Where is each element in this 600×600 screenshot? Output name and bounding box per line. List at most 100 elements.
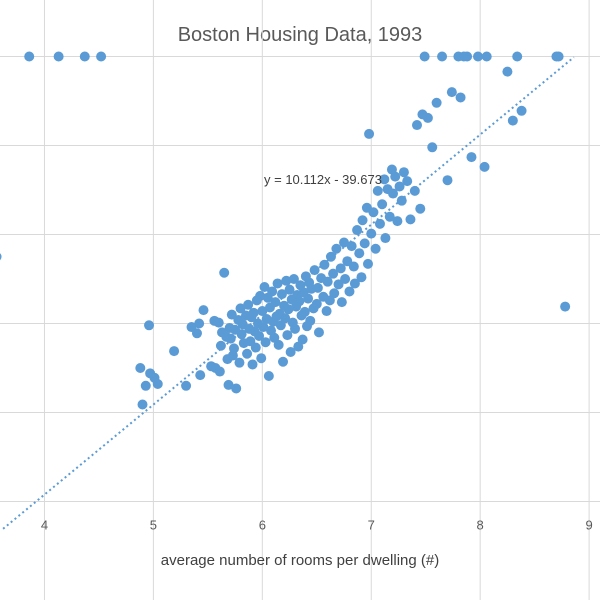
data-point: [405, 214, 416, 225]
data-point: [415, 203, 426, 214]
x-tick-label: 7: [368, 518, 375, 533]
data-point: [242, 348, 253, 359]
trendline-path: [2, 56, 575, 530]
data-point: [392, 216, 403, 227]
data-point: [284, 284, 295, 295]
data-point: [273, 339, 284, 350]
x-axis-ticks: 4 5 6 7 8 9: [41, 518, 593, 533]
data-point: [294, 296, 305, 307]
data-point: [181, 380, 192, 391]
data-point: [364, 128, 375, 139]
x-tick-label: 9: [585, 518, 592, 533]
data-point: [560, 301, 571, 312]
data-point: [374, 218, 385, 229]
data-point: [281, 275, 292, 286]
data-point: [270, 297, 281, 308]
data-point: [368, 207, 379, 218]
data-point: [328, 268, 339, 279]
data-point: [263, 371, 274, 382]
data-point: [335, 263, 346, 274]
data-point: [282, 330, 293, 341]
data-point: [380, 233, 391, 244]
data-point: [24, 51, 35, 62]
data-point: [394, 181, 405, 192]
data-point: [344, 286, 355, 297]
data-point: [169, 346, 180, 357]
data-point: [427, 142, 438, 153]
data-point: [479, 161, 490, 172]
data-point: [412, 120, 422, 131]
data-point: [329, 288, 340, 299]
data-point: [214, 366, 225, 377]
data-point: [152, 379, 163, 390]
data-point: [359, 238, 370, 249]
data-point: [231, 383, 242, 394]
data-point: [297, 334, 308, 345]
data-point: [507, 115, 518, 126]
data-point: [303, 293, 314, 304]
data-point: [370, 243, 381, 254]
data-point: [260, 337, 271, 348]
data-point: [219, 267, 230, 278]
data-point: [144, 320, 155, 331]
data-point: [215, 340, 226, 351]
data-point: [348, 261, 359, 272]
data-point: [96, 51, 107, 62]
data-point: [419, 51, 430, 62]
data-point: [250, 342, 261, 353]
data-point: [278, 356, 289, 367]
data-point: [502, 66, 513, 77]
data-point: [352, 225, 363, 236]
data-point: [135, 363, 146, 373]
trendline: [2, 56, 575, 530]
data-point: [437, 51, 448, 62]
data-point: [288, 274, 299, 284]
data-point: [53, 51, 64, 62]
data-point: [223, 379, 234, 390]
data-point: [322, 276, 333, 287]
data-point: [366, 228, 377, 239]
data-point: [305, 315, 316, 326]
data-point: [321, 306, 332, 317]
data-point: [409, 185, 420, 196]
data-point: [272, 278, 283, 289]
data-point: [137, 399, 148, 410]
data-point: [481, 51, 492, 62]
data-point: [276, 289, 287, 300]
data-point: [398, 167, 409, 178]
data-point: [442, 175, 453, 186]
data-point: [516, 105, 527, 116]
data-point: [290, 323, 300, 334]
data-points: [0, 51, 571, 410]
data-point: [553, 51, 564, 62]
data-point: [388, 188, 399, 199]
data-point: [473, 51, 483, 62]
data-point: [431, 97, 442, 108]
data-point: [283, 304, 294, 315]
data-point: [258, 322, 269, 333]
data-point: [194, 318, 205, 329]
data-point: [259, 282, 270, 293]
data-point: [312, 282, 323, 293]
data-point: [455, 92, 466, 103]
data-point: [0, 253, 2, 261]
data-point: [140, 380, 151, 391]
data-point: [357, 215, 368, 226]
data-point: [512, 51, 523, 62]
x-tick-label: 4: [41, 518, 48, 533]
data-point: [198, 305, 209, 316]
data-point: [356, 272, 367, 283]
data-point: [257, 306, 268, 317]
x-tick-label: 6: [259, 518, 266, 533]
data-point: [466, 152, 477, 163]
data-point: [267, 286, 278, 297]
data-point: [446, 87, 457, 98]
data-point: [299, 306, 310, 317]
data-point: [349, 278, 360, 289]
x-axis-label: average number of rooms per dwelling (#): [160, 552, 440, 569]
trendline-equation: y = 10.112x - 39.673: [264, 172, 382, 187]
data-point: [462, 51, 473, 62]
data-point: [213, 317, 224, 328]
data-point: [354, 248, 365, 259]
data-point: [254, 330, 265, 341]
